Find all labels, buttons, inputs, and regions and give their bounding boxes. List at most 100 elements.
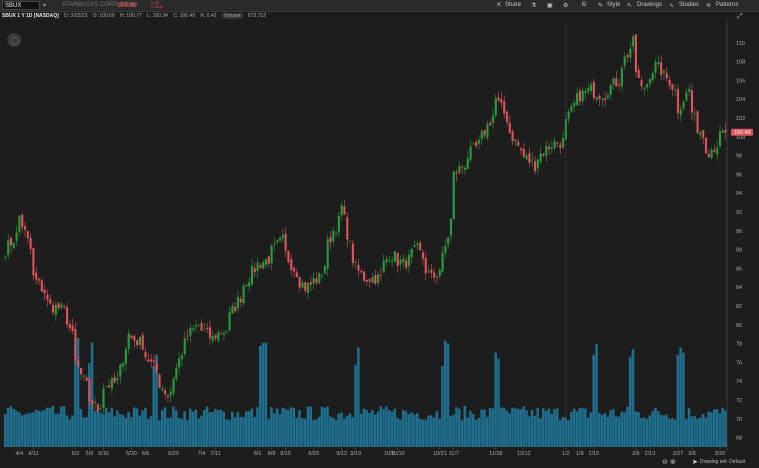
candle-body <box>340 205 343 216</box>
style-icon[interactable]: ✎ <box>598 3 604 9</box>
candle-body <box>545 145 548 156</box>
expand-icon[interactable]: ⤢ <box>737 13 743 20</box>
candle-body <box>26 230 29 239</box>
volume-bar <box>132 407 136 447</box>
volume-bar <box>301 418 304 447</box>
candle-body <box>578 90 581 102</box>
volume-bar <box>247 411 251 447</box>
drawings-icon[interactable]: ↖ <box>627 3 633 9</box>
symbol-input[interactable]: SBUX <box>2 1 40 10</box>
volume-bar <box>533 415 537 447</box>
candle-body <box>508 122 511 133</box>
candle-body <box>96 404 99 412</box>
candle-body <box>699 132 702 136</box>
candle-body <box>110 378 113 389</box>
candle-body <box>312 278 315 284</box>
x-tick-label: 9/12 <box>336 451 347 457</box>
patterns-icon[interactable]: ≋ <box>706 3 712 9</box>
save-icon[interactable]: ▣ <box>547 3 553 9</box>
y-tick-label: 98 <box>736 154 742 160</box>
style-button[interactable]: Style <box>607 2 621 8</box>
volume-bar <box>303 418 307 447</box>
candle-body <box>629 48 632 58</box>
gear-icon[interactable]: ⚙ <box>563 3 569 9</box>
share-icon[interactable]: ⇱ <box>497 3 503 9</box>
volume-bar <box>595 344 598 447</box>
volume-bar <box>211 411 214 447</box>
volume-bar <box>230 411 234 447</box>
volume-bar <box>494 352 497 447</box>
candle-body <box>346 217 349 240</box>
candle-body <box>466 158 469 169</box>
candle-body <box>172 378 175 394</box>
x-tick-label: 5/2 <box>72 451 80 457</box>
patterns-button[interactable]: Patterns <box>716 2 739 8</box>
y-tick-label: 94 <box>736 191 742 197</box>
candle-body <box>147 359 150 362</box>
volume-bar <box>174 410 178 447</box>
volume-bar <box>679 347 682 447</box>
volume-bar <box>614 416 618 447</box>
zoom-in-icon[interactable]: ⊕ <box>669 459 676 466</box>
candle-body <box>581 90 584 102</box>
volume-bar <box>320 406 324 447</box>
volume-bar <box>427 415 430 447</box>
zoom-out-icon[interactable]: ⊖ <box>662 459 668 466</box>
candle-body <box>113 377 116 383</box>
candle-body <box>511 131 514 142</box>
candle-body <box>561 137 565 148</box>
volume-bar <box>424 419 427 447</box>
flask-icon[interactable]: ⚗ <box>531 3 537 9</box>
info-high: H: 100.77 <box>120 13 142 19</box>
volume-bar <box>488 407 492 447</box>
candle-body <box>29 237 32 250</box>
candle-body <box>648 78 652 84</box>
volume-bar <box>57 413 60 447</box>
y-tick-label: 92 <box>736 210 742 216</box>
x-tick-label: 8/1 <box>254 451 262 457</box>
volume-bar <box>637 412 640 447</box>
x-tick-label: 1/2 <box>562 451 570 457</box>
y-tick-label: 74 <box>736 379 742 385</box>
candle-body <box>130 335 133 339</box>
candle-body <box>290 259 293 271</box>
candle-body <box>391 260 394 262</box>
candle-body <box>278 237 282 241</box>
volume-bar <box>317 416 321 447</box>
candle-body <box>306 282 310 293</box>
x-tick-label: 10/10 <box>391 451 405 457</box>
candle-body <box>539 153 542 162</box>
candle-body <box>595 97 598 100</box>
candle-body <box>696 111 699 133</box>
studies-icon[interactable]: ∿ <box>669 3 675 9</box>
y-tick-label: 68 <box>736 436 742 442</box>
volume-bar <box>118 414 122 447</box>
candle-body <box>242 285 245 304</box>
candle-body <box>606 94 609 98</box>
candle-body <box>262 262 265 269</box>
volume-bar <box>96 410 99 447</box>
candle-body <box>623 56 626 66</box>
drawing-set-label[interactable]: Drawing set: Default <box>700 459 746 465</box>
candle-body <box>326 239 329 269</box>
volume-bar <box>68 419 71 447</box>
cursor-icon[interactable]: ➤ <box>692 459 698 466</box>
info-icon[interactable]: Ð <box>582 2 587 8</box>
studies-button[interactable]: Studies <box>679 2 700 8</box>
volume-bar <box>214 409 217 447</box>
candle-body <box>152 360 155 363</box>
symbol-dropdown-icon[interactable]: ▾ <box>43 3 47 9</box>
share-button[interactable]: Share <box>505 2 522 8</box>
volume-bar <box>617 416 621 447</box>
x-tick-label: 5/9 <box>86 451 94 457</box>
candle-body <box>192 328 195 330</box>
candle-body <box>676 89 680 113</box>
x-tick-label: 11/28 <box>489 451 502 457</box>
volume-bar <box>429 415 433 447</box>
volume-bar <box>309 406 312 447</box>
volume-bar <box>216 410 220 447</box>
volume-bar <box>471 414 475 447</box>
drawings-button[interactable]: Drawings <box>637 2 663 8</box>
candle-body <box>592 81 595 98</box>
